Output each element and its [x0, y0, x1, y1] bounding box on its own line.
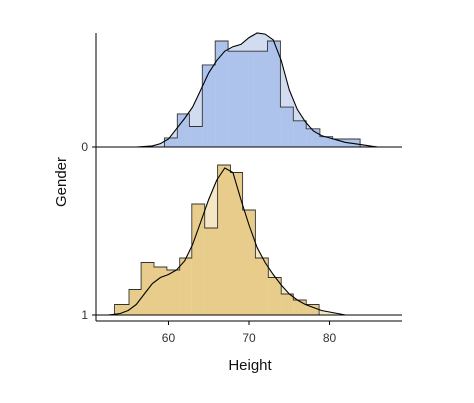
histogram-bar-0-13	[332, 139, 346, 147]
histogram-bar-1-6	[191, 204, 205, 315]
histogram-bar-0-4	[215, 41, 229, 147]
x-axis-ticks: 60 70 80	[162, 321, 337, 345]
histogram-bar-1-1	[129, 289, 142, 315]
histogram-bar-0-9	[280, 107, 294, 147]
ridges-layer	[96, 32, 402, 316]
y-tick-label-1: 1	[81, 308, 88, 322]
x-tick-label-70: 70	[242, 331, 256, 345]
histogram-outline-1	[114, 164, 320, 315]
histogram-bar-0-8	[267, 41, 281, 147]
histogram-bar-1-7	[204, 228, 218, 315]
histogram-bar-1-4	[166, 270, 180, 315]
density-line-1	[108, 167, 394, 316]
histogram-bar-1-14	[293, 300, 307, 315]
histogram-bar-1-12	[268, 277, 282, 315]
ridge-1	[96, 164, 402, 316]
histogram-bar-1-3	[154, 267, 167, 315]
histogram-bar-1-11	[255, 258, 269, 315]
histogram-bar-1-8	[217, 165, 231, 315]
y-axis-ticks: 01	[81, 140, 96, 322]
histogram-bar-1-15	[306, 304, 320, 315]
histogram-bar-0-2	[189, 126, 203, 147]
histogram-bar-0-0	[164, 137, 178, 147]
histogram-bar-1-9	[230, 172, 243, 315]
histogram-bar-1-0	[114, 304, 129, 315]
histogram-bar-0-3	[202, 64, 216, 147]
histogram-bar-0-12	[319, 136, 333, 147]
histogram-bar-1-5	[179, 258, 192, 315]
histogram-bar-1-13	[281, 294, 294, 315]
density-line-0	[108, 32, 394, 148]
histogram-bar-0-6	[240, 51, 254, 148]
x-tick-label-80: 80	[323, 331, 337, 345]
y-tick-label-0: 0	[81, 140, 88, 154]
histogram-outline-0	[163, 40, 377, 148]
y-axis-title: Gender	[53, 157, 70, 207]
histogram-bar-0-10	[293, 120, 307, 147]
ridge-0	[96, 32, 402, 148]
histogram-bar-0-1	[177, 113, 190, 147]
x-tick-label-60: 60	[162, 331, 176, 345]
histogram-bar-0-7	[253, 51, 268, 148]
x-axis-title: Height	[228, 357, 272, 374]
histogram-bar-0-11	[306, 128, 320, 147]
histogram-bar-1-2	[141, 262, 154, 315]
histogram-bar-1-10	[242, 210, 256, 315]
histogram-bar-0-5	[228, 51, 241, 148]
